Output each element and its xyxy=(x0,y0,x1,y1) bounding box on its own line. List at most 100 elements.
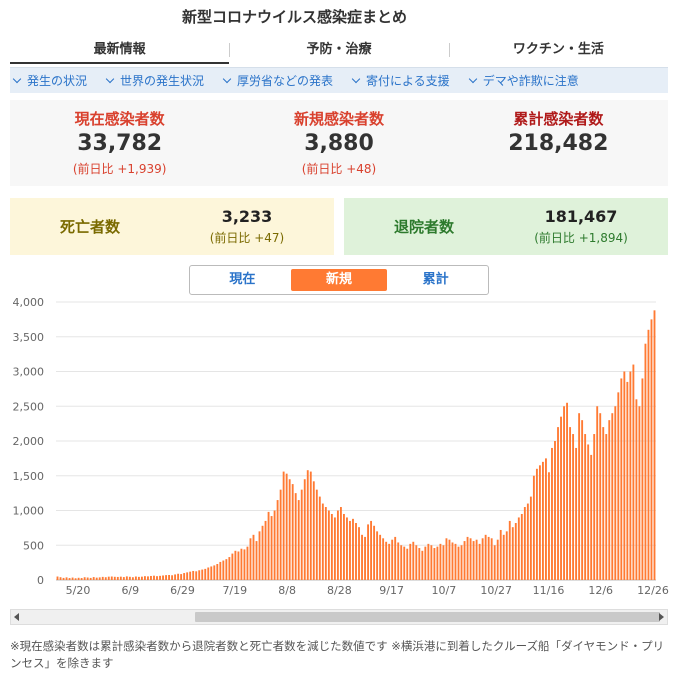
bar[interactable] xyxy=(442,545,445,580)
bar[interactable] xyxy=(95,577,98,580)
bar[interactable] xyxy=(505,531,508,580)
bar[interactable] xyxy=(620,378,623,580)
bar[interactable] xyxy=(572,434,575,580)
bar[interactable] xyxy=(327,510,330,581)
bar[interactable] xyxy=(370,520,373,580)
bar[interactable] xyxy=(234,550,237,580)
bar[interactable] xyxy=(394,536,397,580)
bar[interactable] xyxy=(321,503,324,580)
bar[interactable] xyxy=(171,575,174,580)
bar[interactable] xyxy=(291,484,294,580)
bar[interactable] xyxy=(71,577,74,580)
subnav-announcements[interactable]: 厚労省などの発表 xyxy=(220,72,333,89)
bar[interactable] xyxy=(309,471,312,580)
bar[interactable] xyxy=(463,541,466,580)
bar[interactable] xyxy=(412,541,415,580)
tab-vaccine[interactable]: ワクチン・生活 xyxy=(448,38,668,64)
bar[interactable] xyxy=(113,576,116,580)
bar[interactable] xyxy=(563,406,565,580)
bar[interactable] xyxy=(137,576,140,580)
bar[interactable] xyxy=(324,507,327,580)
bar[interactable] xyxy=(74,578,77,580)
bar[interactable] xyxy=(282,471,285,580)
bar[interactable] xyxy=(222,560,225,580)
bar[interactable] xyxy=(276,500,279,580)
bar[interactable] xyxy=(605,434,608,580)
bar[interactable] xyxy=(252,534,255,580)
bar[interactable] xyxy=(611,413,614,580)
bar[interactable] xyxy=(273,510,276,581)
bar[interactable] xyxy=(68,578,71,580)
bar[interactable] xyxy=(258,531,261,580)
toggle-new[interactable]: 新規 xyxy=(290,269,388,291)
arrow-left-icon[interactable] xyxy=(14,613,19,621)
bar[interactable] xyxy=(333,517,336,580)
bar[interactable] xyxy=(279,489,282,580)
bar[interactable] xyxy=(388,543,391,580)
bar[interactable] xyxy=(385,541,388,580)
bar[interactable] xyxy=(644,343,647,580)
bar[interactable] xyxy=(216,564,219,580)
bar[interactable] xyxy=(125,576,128,580)
bar[interactable] xyxy=(415,545,418,580)
bar[interactable] xyxy=(110,576,113,580)
tab-latest[interactable]: 最新情報 xyxy=(10,38,230,64)
bar[interactable] xyxy=(297,500,300,580)
bar[interactable] xyxy=(529,496,532,580)
bar[interactable] xyxy=(89,577,92,580)
bar[interactable] xyxy=(632,364,635,580)
bar[interactable] xyxy=(517,517,520,580)
bar[interactable] xyxy=(499,529,502,580)
bar[interactable] xyxy=(502,534,505,580)
bar[interactable] xyxy=(237,551,240,581)
bar[interactable] xyxy=(312,481,315,580)
chart-scrollbar[interactable] xyxy=(10,609,668,625)
bar[interactable] xyxy=(626,381,629,580)
bar[interactable] xyxy=(478,543,481,580)
bar[interactable] xyxy=(484,534,487,580)
bar[interactable] xyxy=(424,546,427,580)
bar[interactable] xyxy=(602,427,605,580)
bar[interactable] xyxy=(62,577,65,580)
bar[interactable] xyxy=(538,465,541,580)
scrollbar-thumb[interactable] xyxy=(195,612,660,622)
bar[interactable] xyxy=(264,520,267,580)
bar[interactable] xyxy=(436,546,439,580)
bar[interactable] xyxy=(98,577,101,580)
bar[interactable] xyxy=(147,576,149,580)
bar[interactable] xyxy=(367,524,369,580)
bar[interactable] xyxy=(240,548,243,580)
bar[interactable] xyxy=(83,577,86,580)
bar[interactable] xyxy=(590,454,593,580)
subnav-world-status[interactable]: 世界の発生状況 xyxy=(103,72,204,89)
bar[interactable] xyxy=(346,517,348,580)
bar[interactable] xyxy=(165,575,167,580)
bar[interactable] xyxy=(92,577,95,580)
bar[interactable] xyxy=(430,545,433,580)
bar[interactable] xyxy=(526,503,529,580)
bar[interactable] xyxy=(481,538,484,580)
bar[interactable] xyxy=(608,420,611,580)
bar[interactable] xyxy=(427,543,430,580)
bar[interactable] xyxy=(457,546,460,580)
bar[interactable] xyxy=(180,574,183,580)
bar[interactable] xyxy=(650,319,653,581)
bar[interactable] xyxy=(584,434,587,580)
bar[interactable] xyxy=(557,427,559,580)
bar[interactable] xyxy=(653,310,656,580)
bar[interactable] xyxy=(451,542,454,580)
bar[interactable] xyxy=(192,570,195,580)
bar[interactable] xyxy=(376,531,379,580)
bar[interactable] xyxy=(433,548,436,580)
bar[interactable] xyxy=(551,447,553,580)
bar[interactable] xyxy=(249,538,252,580)
bar[interactable] xyxy=(508,520,511,580)
bar[interactable] xyxy=(134,576,137,580)
bar[interactable] xyxy=(107,576,110,580)
bar[interactable] xyxy=(261,525,264,580)
bar[interactable] xyxy=(391,539,394,580)
bar[interactable] xyxy=(267,511,270,580)
bar[interactable] xyxy=(195,571,198,580)
bar[interactable] xyxy=(454,543,457,580)
bar[interactable] xyxy=(535,468,538,580)
